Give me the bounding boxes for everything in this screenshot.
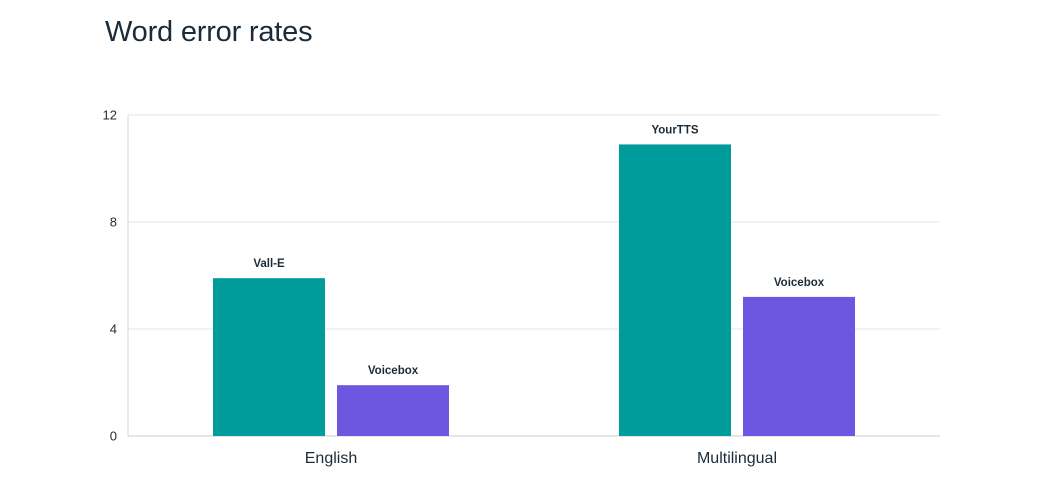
y-tick-label: 8 bbox=[110, 215, 117, 230]
y-tick-label: 12 bbox=[103, 108, 117, 123]
bar-multilingual-yourtts bbox=[619, 144, 731, 437]
y-axis: 0 4 8 12 bbox=[103, 108, 129, 444]
bar-english-voicebox bbox=[337, 385, 449, 436]
x-axis: English Multilingual bbox=[305, 450, 777, 467]
x-category-label: English bbox=[305, 450, 357, 467]
bar-label: YourTTS bbox=[651, 124, 698, 136]
bar-label: Voicebox bbox=[774, 277, 825, 289]
bar-english-vall-e bbox=[213, 278, 325, 436]
x-category-label: Multilingual bbox=[697, 450, 777, 467]
bars: Vall-E Voicebox YourTTS Voicebox bbox=[213, 124, 855, 437]
chart-title: Word error rates bbox=[105, 16, 313, 48]
bar-label: Vall-E bbox=[253, 258, 285, 270]
bar-label: Voicebox bbox=[368, 365, 419, 377]
y-tick-label: 0 bbox=[110, 429, 117, 444]
y-tick-label: 4 bbox=[110, 322, 117, 337]
bar-multilingual-voicebox bbox=[743, 296, 855, 436]
